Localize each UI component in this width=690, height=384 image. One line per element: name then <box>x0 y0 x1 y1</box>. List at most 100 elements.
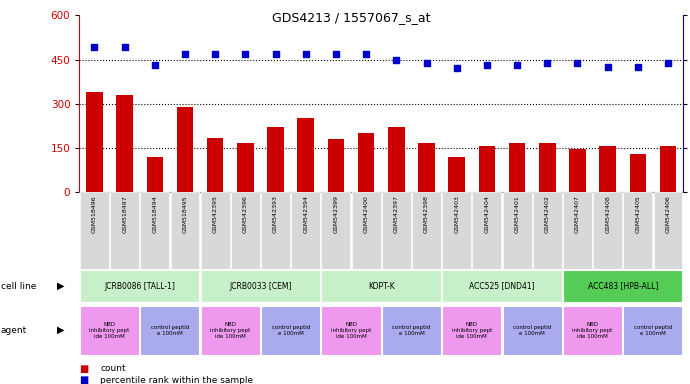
Bar <box>80 306 139 355</box>
Text: agent: agent <box>1 326 27 335</box>
Text: ▶: ▶ <box>57 281 65 291</box>
Bar <box>593 192 622 269</box>
Text: GSM542408: GSM542408 <box>605 195 610 233</box>
Text: GSM542397: GSM542397 <box>394 195 399 233</box>
Bar <box>509 144 525 192</box>
Bar <box>569 149 586 192</box>
Text: NBD
inhibitory pept
ide 100mM: NBD inhibitory pept ide 100mM <box>210 322 250 339</box>
Bar <box>267 127 284 192</box>
Text: control peptid
e 100mM: control peptid e 100mM <box>393 325 431 336</box>
Text: GSM542393: GSM542393 <box>273 195 278 233</box>
Bar <box>352 192 381 269</box>
Text: GSM542405: GSM542405 <box>635 195 640 233</box>
Bar <box>382 192 411 269</box>
Bar <box>479 146 495 192</box>
Point <box>511 62 522 68</box>
Text: GSM542399: GSM542399 <box>333 195 338 233</box>
Text: GSM542404: GSM542404 <box>484 195 489 233</box>
Bar <box>140 192 169 269</box>
Text: control peptid
e 100mM: control peptid e 100mM <box>272 325 310 336</box>
Bar <box>539 144 555 192</box>
Text: GSM542406: GSM542406 <box>666 195 671 233</box>
Text: GSM518494: GSM518494 <box>152 195 157 233</box>
Bar <box>207 137 224 192</box>
Bar <box>291 192 320 269</box>
Bar <box>322 270 441 302</box>
Bar <box>170 192 199 269</box>
Point <box>482 62 493 68</box>
Text: GSM542407: GSM542407 <box>575 195 580 233</box>
Bar <box>473 192 502 269</box>
Bar <box>322 192 351 269</box>
Point <box>210 51 221 57</box>
Text: GSM542394: GSM542394 <box>304 195 308 233</box>
Bar <box>117 95 133 192</box>
Bar <box>600 146 616 192</box>
Bar <box>442 306 502 355</box>
Bar <box>533 192 562 269</box>
Point <box>662 60 673 66</box>
Text: GSM542403: GSM542403 <box>454 195 459 233</box>
Text: GSM542401: GSM542401 <box>515 195 520 233</box>
Text: NBD
inhibitory pept
ide 100mM: NBD inhibitory pept ide 100mM <box>90 322 130 339</box>
Bar <box>563 192 592 269</box>
Bar <box>86 92 103 192</box>
Bar <box>653 192 682 269</box>
Text: GSM542396: GSM542396 <box>243 195 248 233</box>
Point <box>89 44 100 50</box>
Text: GSM518496: GSM518496 <box>92 195 97 233</box>
Bar <box>623 192 652 269</box>
Bar <box>563 306 622 355</box>
Bar <box>412 192 441 269</box>
Text: cell line: cell line <box>1 281 36 291</box>
Bar <box>502 192 531 269</box>
Text: GSM518497: GSM518497 <box>122 195 127 233</box>
Bar <box>201 306 260 355</box>
Bar <box>140 306 199 355</box>
Bar <box>418 144 435 192</box>
Bar <box>80 192 109 269</box>
Bar <box>261 192 290 269</box>
Bar <box>563 270 682 302</box>
Bar <box>201 192 230 269</box>
Text: NBD
inhibitory pept
ide 100mM: NBD inhibitory pept ide 100mM <box>573 322 613 339</box>
Bar <box>146 157 163 192</box>
Text: GSM542398: GSM542398 <box>424 195 429 233</box>
Text: control peptid
e 100mM: control peptid e 100mM <box>634 325 672 336</box>
Text: NBD
inhibitory pept
ide 100mM: NBD inhibitory pept ide 100mM <box>452 322 492 339</box>
Bar <box>388 127 404 192</box>
Bar <box>177 107 193 192</box>
Bar <box>322 306 381 355</box>
Text: GSM518495: GSM518495 <box>183 195 188 233</box>
Text: ▶: ▶ <box>57 325 65 335</box>
Bar <box>80 270 199 302</box>
Bar <box>623 306 682 355</box>
Text: GSM542395: GSM542395 <box>213 195 217 233</box>
Bar <box>660 146 676 192</box>
Point <box>602 63 613 70</box>
Bar <box>231 192 260 269</box>
Bar <box>382 306 441 355</box>
Text: count: count <box>100 364 126 373</box>
Bar <box>442 270 562 302</box>
Text: NBD
inhibitory pept
ide 100mM: NBD inhibitory pept ide 100mM <box>331 322 371 339</box>
Point <box>240 51 251 57</box>
Bar <box>328 139 344 192</box>
Text: percentile rank within the sample: percentile rank within the sample <box>100 376 253 384</box>
Text: ■: ■ <box>79 364 88 374</box>
Text: GSM542402: GSM542402 <box>545 195 550 233</box>
Text: JCRB0033 [CEM]: JCRB0033 [CEM] <box>229 281 292 291</box>
Point <box>421 60 432 66</box>
Text: GDS4213 / 1557067_s_at: GDS4213 / 1557067_s_at <box>272 12 431 25</box>
Point <box>542 60 553 66</box>
Text: ■: ■ <box>79 375 88 384</box>
Text: JCRB0086 [TALL-1]: JCRB0086 [TALL-1] <box>104 281 175 291</box>
Point <box>361 51 372 57</box>
Bar <box>502 306 562 355</box>
Point <box>632 63 643 70</box>
Point <box>149 62 160 68</box>
Bar <box>261 306 320 355</box>
Text: GSM542400: GSM542400 <box>364 195 368 233</box>
Point <box>451 65 462 71</box>
Text: control peptid
e 100mM: control peptid e 100mM <box>513 325 551 336</box>
